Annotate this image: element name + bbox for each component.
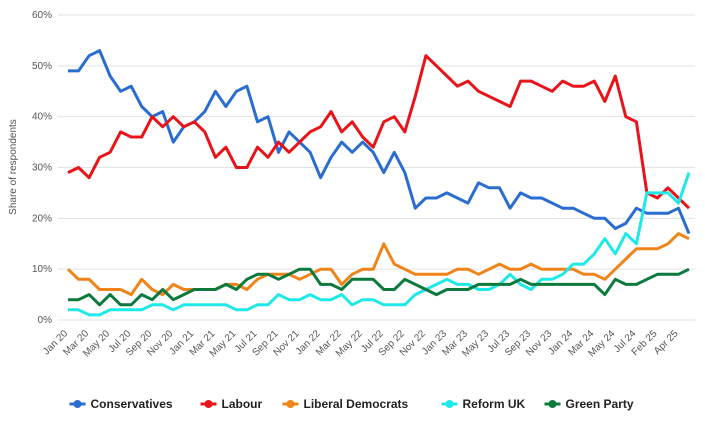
y-tick-label: 50%: [32, 61, 52, 72]
series-line: [68, 267, 690, 307]
y-tick-label: 0%: [38, 315, 53, 326]
legend-label: Conservatives: [91, 397, 173, 411]
legend-marker: [548, 400, 557, 408]
y-tick-label: 30%: [32, 163, 52, 174]
legend-marker: [204, 400, 213, 408]
series-line: [68, 172, 691, 317]
legend-marker: [286, 400, 295, 408]
legend-label: Labour: [222, 397, 263, 411]
series-line: [66, 232, 690, 297]
y-axis-label: Share of respondents: [8, 119, 19, 215]
x-tick-label: Apr 25: [652, 328, 681, 357]
y-tick-label: 60%: [32, 10, 52, 21]
y-tick-label: 10%: [32, 264, 52, 275]
legend-marker: [445, 400, 454, 408]
legend-label: Liberal Democrats: [304, 397, 409, 411]
series-line: [68, 49, 691, 235]
y-tick-label: 40%: [32, 112, 52, 123]
legend-marker: [73, 400, 82, 408]
y-tick-label: 20%: [32, 213, 52, 224]
legend-label: Green Party: [566, 397, 634, 411]
legend-label: Reform UK: [463, 397, 526, 411]
series-line: [67, 54, 691, 210]
